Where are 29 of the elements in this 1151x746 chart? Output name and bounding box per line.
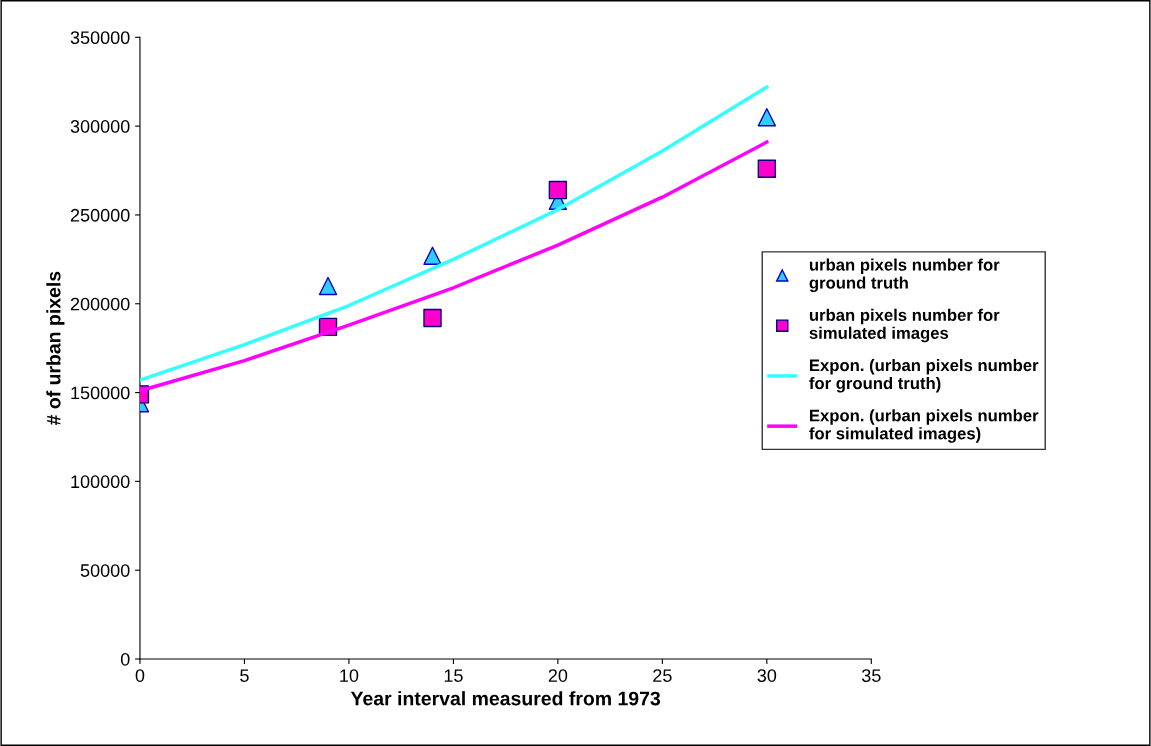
y-tick-label: 300000	[70, 120, 130, 133]
legend-label: Expon. (urban pixels number for ground truth)	[809, 358, 1039, 393]
y-tick-label: 200000	[70, 297, 130, 311]
point	[423, 308, 442, 328]
x-axis-title: Year interval measured from 1973	[350, 691, 661, 706]
legend-label: Expon. (urban pixels number for simulated images)	[809, 409, 1039, 443]
y-axis-title: # of urban pixels	[46, 271, 65, 426]
point	[757, 108, 777, 127]
x-tick-label: 10	[340, 669, 359, 682]
point	[318, 276, 338, 296]
x-tick-label: 30	[757, 669, 777, 682]
y-tick-label: 50000	[80, 564, 130, 577]
point	[548, 180, 568, 200]
x-tick-label: 35	[861, 669, 881, 682]
legend-label: urban pixels number for ground truth	[809, 258, 1000, 293]
point	[757, 159, 777, 178]
x-tick-label: 20	[548, 669, 568, 682]
x-tick-label: 25	[653, 669, 672, 682]
x-tick-label: 5	[240, 669, 249, 682]
line-series	[139, 85, 769, 382]
x-tick-label: 15	[444, 669, 463, 682]
y-tick-label: 350000	[70, 31, 130, 45]
legend-label: urban pixels number for simulated images	[809, 308, 1000, 343]
y-tick-label: 250000	[70, 208, 130, 222]
x-tick-label: 0	[135, 669, 145, 682]
y-tick-label: 100000	[71, 475, 130, 489]
y-tick-label: 0	[120, 652, 130, 666]
y-tick-label: 150000	[71, 386, 130, 400]
point	[423, 246, 442, 265]
